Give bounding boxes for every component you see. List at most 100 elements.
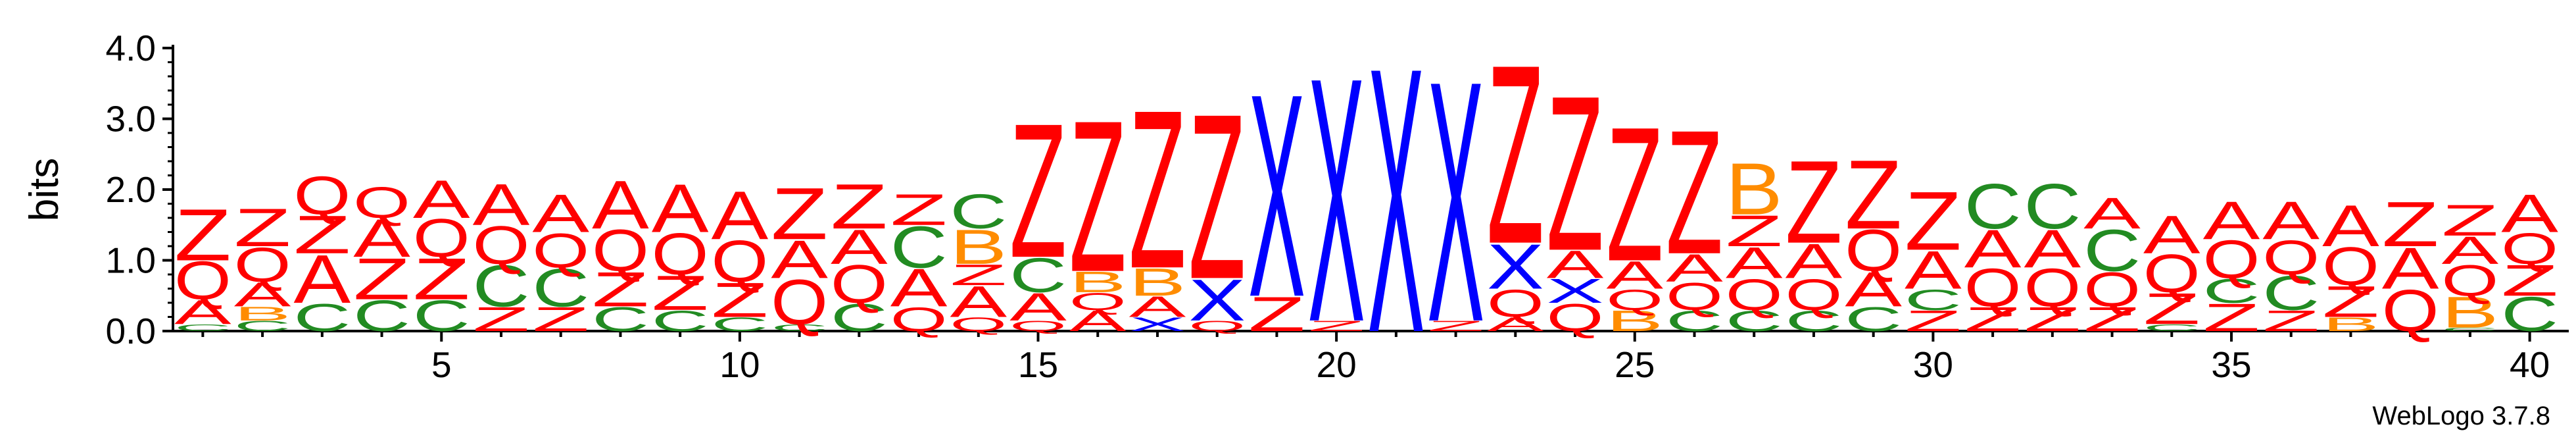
y-tick-label: 2.0 — [106, 169, 156, 210]
y-tick-label: 1.0 — [106, 240, 156, 281]
logo-letter-z: Z — [1248, 287, 1305, 342]
logo-letter-q: Q — [532, 223, 589, 278]
logo-letter-c: C — [1786, 305, 1843, 338]
logo-letter-c: C — [1905, 284, 1962, 317]
logo-letter-z: Z — [1606, 87, 1663, 301]
logo-letter-c: C — [353, 291, 410, 340]
logo-letter-q: Q — [2442, 256, 2499, 305]
logo-letter-z: Z — [2262, 305, 2320, 338]
logo-letter-q: Q — [2203, 229, 2260, 290]
logo-letter-a: A — [532, 184, 589, 244]
y-tick-label: 3.0 — [106, 99, 156, 140]
logo-letter-b: B — [950, 220, 1007, 274]
logo-letter-b: B — [1606, 304, 1663, 337]
x-tick-label: 40 — [2510, 344, 2550, 385]
logo-letter-c: C — [1666, 305, 1723, 338]
logo-letter-a: A — [353, 209, 410, 269]
logo-letter-z: Z — [1009, 84, 1067, 297]
logo-letter-a: A — [1726, 238, 1783, 287]
logo-letter-z: Z — [592, 262, 649, 317]
logo-letter-a: A — [890, 258, 948, 318]
logo-letter-q: Q — [2501, 224, 2558, 273]
logo-letter-a: A — [2322, 193, 2379, 259]
logo-letter-x: X — [1487, 231, 1544, 302]
logo-letter-a: A — [1606, 253, 1663, 297]
logo-letter-a: A — [293, 240, 351, 317]
logo-letter-q: Q — [174, 250, 231, 311]
logo-letter-a: A — [2143, 205, 2200, 265]
logo-letter-q: Q — [831, 253, 888, 314]
logo-letter-a: A — [1666, 246, 1723, 290]
logo-letter-z: Z — [712, 272, 769, 328]
logo-letter-a: A — [1129, 290, 1186, 323]
logo-letter-b: B — [2442, 288, 2499, 337]
logo-letter-b: B — [234, 303, 291, 324]
logo-letter-z: Z — [1069, 75, 1127, 317]
logo-letter-q: Q — [1845, 218, 1902, 284]
logo-letter-q: Q — [1666, 274, 1723, 319]
logo-letter-a: A — [831, 220, 888, 274]
logo-letter-a: A — [2203, 191, 2260, 251]
logo-letter-q: Q — [1606, 284, 1663, 317]
logo-letter-x: X — [1368, 0, 1425, 412]
logo-letter-q: Q — [890, 300, 948, 338]
y-tick-label: 0.0 — [106, 311, 156, 351]
logo-letter-q: Q — [1786, 270, 1843, 319]
logo-letter-z: Z — [2143, 284, 2200, 334]
x-tick-label: 15 — [1018, 344, 1058, 385]
x-tick-label: 35 — [2211, 344, 2251, 385]
logo-letter-c: C — [234, 318, 291, 334]
logo-letter-b: B — [2322, 313, 2379, 335]
logo-letter-q: Q — [950, 313, 1007, 335]
logo-letter-z: Z — [1726, 206, 1783, 256]
logo-letter-c: C — [2203, 272, 2260, 311]
logo-letter-a: A — [950, 276, 1007, 326]
logo-letter-q: Q — [2322, 236, 2379, 296]
logo-letter-q: Q — [1069, 288, 1127, 315]
logo-letter-x: X — [1547, 272, 1604, 311]
logo-letter-a: A — [1009, 285, 1067, 329]
logo-letter-c: C — [652, 305, 709, 338]
logo-letter-a: A — [2382, 235, 2439, 301]
logo-letter-x: X — [1248, 33, 1305, 357]
logo-letter-q: Q — [592, 218, 649, 284]
logo-letter-z: Z — [771, 173, 828, 255]
logo-letter-z: Z — [831, 170, 888, 242]
logo-letter-q: Q — [2382, 278, 2439, 344]
logo-letter-a: A — [1786, 234, 1843, 288]
logo-letter-q: Q — [1964, 257, 2022, 318]
logo-letter-c: C — [2442, 326, 2499, 332]
logo-letter-x: X — [1129, 313, 1186, 335]
logo-letter-a: A — [413, 170, 470, 230]
logo-letter-z: Z — [1427, 318, 1484, 334]
logo-letter-z: Z — [413, 247, 470, 313]
logo-letter-q: Q — [1487, 281, 1544, 325]
x-tick-label: 5 — [431, 344, 452, 385]
logo-letter-c: C — [473, 253, 530, 319]
logo-letter-z: Z — [2442, 195, 2499, 245]
logo-letter-a: A — [2442, 228, 2499, 272]
logo-letter-a: A — [771, 230, 828, 290]
logo-letter-q: Q — [293, 165, 351, 226]
logo-letter-c: C — [1009, 248, 1067, 303]
logo-letters: CAQZCBAQZCAZQCZAQCZQAZCQAZCQACZQACZQACZQ… — [174, 0, 2559, 412]
logo-letter-a: A — [1547, 243, 1604, 287]
logo-letter-z: Z — [1786, 137, 1843, 269]
logo-letter-a: A — [1487, 313, 1544, 335]
logo-letter-a: A — [1905, 240, 1962, 300]
logo-letter-q: Q — [1009, 318, 1067, 334]
y-tick-label: 4.0 — [106, 28, 156, 68]
logo-letter-a: A — [1069, 304, 1127, 337]
logo-letter-c: C — [293, 296, 351, 340]
logo-letter-c: C — [413, 291, 470, 340]
logo-letter-c: C — [1964, 171, 2022, 242]
logo-letter-x: X — [1308, 5, 1365, 395]
logo-letter-z: Z — [1905, 174, 1962, 267]
logo-letter-c: C — [890, 215, 948, 280]
logo-letter-c: C — [2083, 218, 2141, 284]
logo-letter-z: Z — [353, 247, 410, 313]
logo-letter-q: Q — [771, 267, 828, 338]
logo-letter-a: A — [2083, 188, 2141, 238]
logo-letter-b: B — [1129, 261, 1186, 305]
